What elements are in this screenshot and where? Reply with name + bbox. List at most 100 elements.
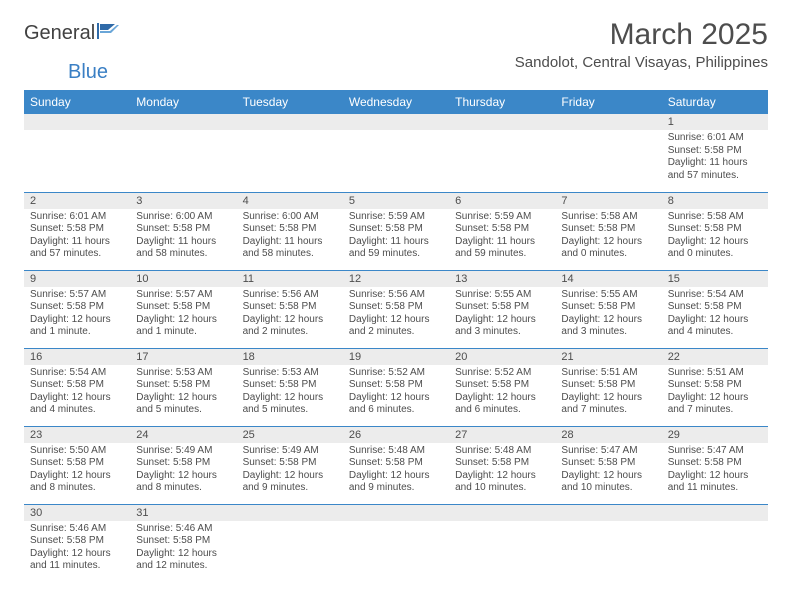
day-content: Sunrise: 5:58 AMSunset: 5:58 PMDaylight:…	[662, 209, 768, 265]
day-content	[449, 130, 555, 186]
day-content: Sunrise: 5:52 AMSunset: 5:58 PMDaylight:…	[449, 365, 555, 421]
calendar-cell: 31Sunrise: 5:46 AMSunset: 5:58 PMDayligh…	[130, 504, 236, 582]
day-number: 13	[449, 271, 555, 287]
calendar-cell: 24Sunrise: 5:49 AMSunset: 5:58 PMDayligh…	[130, 426, 236, 504]
day-content: Sunrise: 6:01 AMSunset: 5:58 PMDaylight:…	[662, 130, 768, 186]
day-number: 11	[237, 271, 343, 287]
sunrise: Sunrise: 5:47 AM	[668, 445, 762, 458]
sunrise: Sunrise: 5:51 AM	[668, 367, 762, 380]
sunrise: Sunrise: 5:47 AM	[561, 445, 655, 458]
day-number: 29	[662, 427, 768, 443]
sunrise: Sunrise: 5:54 AM	[30, 367, 124, 380]
calendar-cell: 4Sunrise: 6:00 AMSunset: 5:58 PMDaylight…	[237, 192, 343, 270]
sunset: Sunset: 5:58 PM	[243, 301, 337, 314]
sunset: Sunset: 5:58 PM	[243, 223, 337, 236]
day-content	[343, 130, 449, 186]
daylight: Daylight: 12 hours and 3 minutes.	[561, 314, 655, 339]
calendar-cell	[237, 114, 343, 192]
daylight: Daylight: 12 hours and 11 minutes.	[30, 548, 124, 573]
day-number: 20	[449, 349, 555, 365]
sunrise: Sunrise: 5:56 AM	[243, 289, 337, 302]
day-header: Saturday	[662, 90, 768, 114]
location: Sandolot, Central Visayas, Philippines	[515, 54, 768, 71]
day-number: 3	[130, 193, 236, 209]
day-content	[343, 521, 449, 577]
sunrise: Sunrise: 5:51 AM	[561, 367, 655, 380]
day-content: Sunrise: 5:47 AMSunset: 5:58 PMDaylight:…	[662, 443, 768, 499]
sunrise: Sunrise: 5:50 AM	[30, 445, 124, 458]
day-number: 8	[662, 193, 768, 209]
day-number: 9	[24, 271, 130, 287]
sunset: Sunset: 5:58 PM	[349, 379, 443, 392]
calendar-cell: 6Sunrise: 5:59 AMSunset: 5:58 PMDaylight…	[449, 192, 555, 270]
calendar-cell: 19Sunrise: 5:52 AMSunset: 5:58 PMDayligh…	[343, 348, 449, 426]
day-number: 22	[662, 349, 768, 365]
day-header: Wednesday	[343, 90, 449, 114]
day-content: Sunrise: 5:54 AMSunset: 5:58 PMDaylight:…	[662, 287, 768, 343]
day-number: 10	[130, 271, 236, 287]
day-content	[237, 130, 343, 186]
day-number: 4	[237, 193, 343, 209]
daylight: Daylight: 12 hours and 2 minutes.	[243, 314, 337, 339]
sunrise: Sunrise: 6:01 AM	[668, 132, 762, 145]
sunrise: Sunrise: 5:46 AM	[30, 523, 124, 536]
day-header: Friday	[555, 90, 661, 114]
calendar-cell: 23Sunrise: 5:50 AMSunset: 5:58 PMDayligh…	[24, 426, 130, 504]
calendar-cell: 15Sunrise: 5:54 AMSunset: 5:58 PMDayligh…	[662, 270, 768, 348]
day-content	[449, 521, 555, 577]
day-number: 14	[555, 271, 661, 287]
day-number	[555, 505, 661, 521]
day-content: Sunrise: 5:55 AMSunset: 5:58 PMDaylight:…	[555, 287, 661, 343]
daylight: Daylight: 12 hours and 4 minutes.	[668, 314, 762, 339]
daylight: Daylight: 12 hours and 9 minutes.	[243, 470, 337, 495]
day-number	[24, 114, 130, 130]
daylight: Daylight: 12 hours and 1 minute.	[30, 314, 124, 339]
sunrise: Sunrise: 5:58 AM	[561, 211, 655, 224]
sunrise: Sunrise: 5:56 AM	[349, 289, 443, 302]
sunset: Sunset: 5:58 PM	[243, 379, 337, 392]
daylight: Daylight: 12 hours and 6 minutes.	[349, 392, 443, 417]
sunset: Sunset: 5:58 PM	[349, 301, 443, 314]
calendar-cell	[555, 504, 661, 582]
daylight: Daylight: 12 hours and 11 minutes.	[668, 470, 762, 495]
daylight: Daylight: 12 hours and 8 minutes.	[136, 470, 230, 495]
calendar-cell: 12Sunrise: 5:56 AMSunset: 5:58 PMDayligh…	[343, 270, 449, 348]
sunset: Sunset: 5:58 PM	[136, 379, 230, 392]
calendar-cell: 9Sunrise: 5:57 AMSunset: 5:58 PMDaylight…	[24, 270, 130, 348]
day-content	[555, 521, 661, 577]
sunrise: Sunrise: 5:54 AM	[668, 289, 762, 302]
daylight: Daylight: 12 hours and 10 minutes.	[455, 470, 549, 495]
day-number: 17	[130, 349, 236, 365]
day-content: Sunrise: 5:46 AMSunset: 5:58 PMDaylight:…	[130, 521, 236, 577]
day-content: Sunrise: 5:52 AMSunset: 5:58 PMDaylight:…	[343, 365, 449, 421]
daylight: Daylight: 12 hours and 9 minutes.	[349, 470, 443, 495]
day-content: Sunrise: 6:00 AMSunset: 5:58 PMDaylight:…	[237, 209, 343, 265]
day-content: Sunrise: 6:00 AMSunset: 5:58 PMDaylight:…	[130, 209, 236, 265]
day-content: Sunrise: 5:51 AMSunset: 5:58 PMDaylight:…	[662, 365, 768, 421]
daylight: Daylight: 12 hours and 12 minutes.	[136, 548, 230, 573]
daylight: Daylight: 12 hours and 6 minutes.	[455, 392, 549, 417]
calendar-body: 1Sunrise: 6:01 AMSunset: 5:58 PMDaylight…	[24, 114, 768, 582]
calendar-cell: 16Sunrise: 5:54 AMSunset: 5:58 PMDayligh…	[24, 348, 130, 426]
flag-icon	[97, 22, 119, 45]
day-content	[662, 521, 768, 577]
sunset: Sunset: 5:58 PM	[30, 535, 124, 548]
calendar-week: 1Sunrise: 6:01 AMSunset: 5:58 PMDaylight…	[24, 114, 768, 192]
day-number: 19	[343, 349, 449, 365]
day-number: 12	[343, 271, 449, 287]
day-content: Sunrise: 5:56 AMSunset: 5:58 PMDaylight:…	[237, 287, 343, 343]
sunset: Sunset: 5:58 PM	[30, 457, 124, 470]
sunrise: Sunrise: 6:00 AM	[136, 211, 230, 224]
calendar-cell: 10Sunrise: 5:57 AMSunset: 5:58 PMDayligh…	[130, 270, 236, 348]
calendar-cell: 13Sunrise: 5:55 AMSunset: 5:58 PMDayligh…	[449, 270, 555, 348]
day-number: 18	[237, 349, 343, 365]
day-number: 27	[449, 427, 555, 443]
calendar-cell	[555, 114, 661, 192]
day-number: 25	[237, 427, 343, 443]
day-number: 28	[555, 427, 661, 443]
sunset: Sunset: 5:58 PM	[561, 457, 655, 470]
calendar-cell: 11Sunrise: 5:56 AMSunset: 5:58 PMDayligh…	[237, 270, 343, 348]
calendar-cell	[662, 504, 768, 582]
day-content	[237, 521, 343, 577]
calendar-week: 16Sunrise: 5:54 AMSunset: 5:58 PMDayligh…	[24, 348, 768, 426]
